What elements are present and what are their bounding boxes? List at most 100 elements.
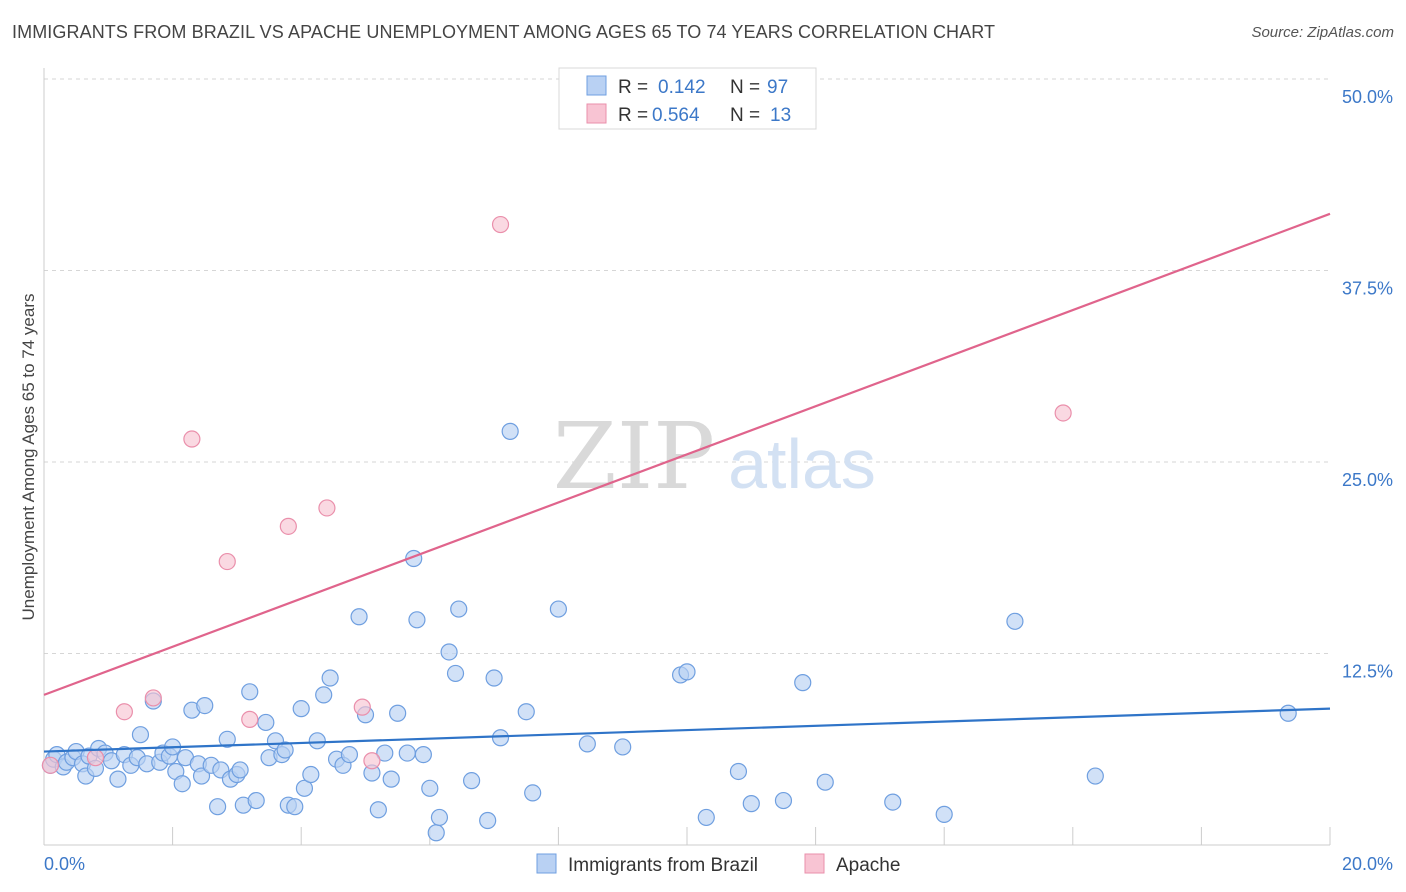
- point-brazil-46: [276, 741, 294, 759]
- y-axis-label: Unemployment Among Ages 65 to 74 years: [19, 294, 38, 621]
- point-brazil-64: [389, 704, 407, 722]
- point-apache-0: [41, 756, 60, 774]
- legend-r-value-brazil: 0.142: [658, 77, 706, 98]
- point-brazil-54: [321, 669, 339, 687]
- point-apache-5: [218, 552, 236, 571]
- point-brazil-40: [241, 683, 259, 701]
- legend-bottom-swatch-apache: [804, 853, 825, 874]
- point-brazil-94: [935, 805, 953, 823]
- point-brazil-65: [398, 744, 416, 762]
- point-brazil-14: [109, 770, 127, 788]
- legend-top: R = 0.142 N = 97 R = 0.564 N = 13: [558, 67, 817, 130]
- axes: [43, 68, 1331, 846]
- point-brazil-57: [340, 746, 359, 764]
- point-brazil-52: [308, 732, 326, 750]
- point-brazil-76: [479, 811, 497, 830]
- legend-swatch-apache: [586, 103, 607, 124]
- point-apache-6: [241, 710, 259, 728]
- point-apache-3: [144, 689, 162, 707]
- x-tick-labels: 0.0% 20.0%: [44, 854, 1393, 874]
- point-brazil-82: [549, 600, 568, 618]
- legend-n-value-apache: 13: [770, 105, 791, 126]
- grid-lines: [44, 78, 1330, 654]
- point-brazil-77: [485, 669, 503, 687]
- point-brazil-75: [462, 772, 481, 790]
- point-brazil-68: [414, 746, 432, 764]
- point-apache-12: [1054, 404, 1072, 422]
- trend-lines: [43, 212, 1331, 753]
- point-brazil-62: [376, 744, 394, 762]
- point-brazil-33: [209, 798, 227, 816]
- legend-n-label-brazil: N =: [730, 77, 760, 98]
- point-apache-7: [279, 517, 297, 535]
- point-brazil-51: [302, 765, 320, 784]
- point-brazil-30: [192, 767, 211, 785]
- trend-line-apache: [43, 212, 1331, 696]
- point-brazil-81: [524, 784, 542, 802]
- point-brazil-73: [446, 664, 465, 683]
- point-brazil-97: [1279, 704, 1297, 722]
- point-brazil-80: [517, 703, 535, 721]
- y-tick-label-2: 37.5%: [1342, 279, 1393, 299]
- legend-n-value-brazil: 97: [767, 77, 788, 98]
- point-brazil-86: [678, 663, 696, 681]
- point-brazil-88: [729, 762, 748, 781]
- point-brazil-95: [1006, 612, 1024, 630]
- y-tick-label-0: 12.5%: [1342, 662, 1393, 682]
- point-brazil-87: [697, 808, 715, 827]
- point-brazil-26: [173, 775, 191, 793]
- y-tick-label-3: 50.0%: [1342, 87, 1393, 107]
- point-brazil-63: [382, 770, 400, 788]
- point-apache-4: [183, 430, 201, 448]
- legend-bottom-swatch-brazil: [536, 853, 557, 874]
- point-brazil-91: [794, 674, 812, 692]
- point-brazil-49: [292, 700, 310, 718]
- point-brazil-78: [491, 729, 510, 747]
- point-apache-8: [318, 499, 336, 517]
- point-brazil-74: [450, 600, 468, 618]
- trend-line-brazil: [43, 707, 1331, 753]
- watermark-zip: ZIP: [553, 403, 715, 510]
- watermark: ZIP atlas: [553, 403, 876, 510]
- point-brazil-70: [427, 824, 445, 842]
- point-brazil-53: [315, 686, 333, 704]
- point-brazil-48: [286, 798, 304, 816]
- series-apache-points: [41, 215, 1072, 774]
- legend-swatch-brazil: [586, 75, 607, 96]
- point-brazil-31: [196, 696, 214, 715]
- point-brazil-41: [247, 791, 265, 810]
- legend-r-label-brazil: R =: [618, 77, 648, 98]
- point-brazil-18: [131, 726, 150, 744]
- point-brazil-50: [295, 779, 314, 797]
- point-brazil-89: [742, 795, 760, 813]
- point-brazil-69: [421, 779, 439, 797]
- point-apache-9: [353, 698, 371, 716]
- y-tick-label-1: 25.0%: [1342, 470, 1393, 490]
- watermark-atlas: atlas: [728, 425, 876, 503]
- point-brazil-61: [369, 801, 387, 819]
- legend-n-label-apache: N =: [730, 105, 760, 126]
- point-brazil-92: [816, 773, 834, 791]
- point-apache-2: [115, 703, 133, 721]
- legend-bottom-label-brazil: Immigrants from Brazil: [568, 855, 758, 876]
- legend-bottom: Immigrants from Brazil Apache: [536, 853, 900, 876]
- point-brazil-58: [350, 608, 368, 626]
- point-brazil-79: [501, 422, 519, 440]
- x-tick-label-1: 20.0%: [1342, 854, 1393, 874]
- source-label: Source: ZipAtlas.com: [1251, 24, 1394, 41]
- chart-title: IMMIGRANTS FROM BRAZIL VS APACHE UNEMPLO…: [12, 22, 996, 42]
- y-tick-labels: 12.5% 25.0% 37.5% 50.0%: [1342, 87, 1393, 682]
- legend-r-value-apache: 0.564: [652, 105, 700, 126]
- point-brazil-72: [440, 643, 458, 661]
- point-brazil-42: [257, 713, 275, 732]
- point-brazil-38: [231, 761, 249, 779]
- point-brazil-35: [218, 730, 236, 748]
- point-apache-11: [491, 215, 510, 234]
- x-tick-label-0: 0.0%: [44, 854, 85, 874]
- point-brazil-96: [1086, 767, 1104, 785]
- point-brazil-93: [884, 793, 902, 811]
- point-brazil-83: [578, 735, 596, 753]
- point-apache-10: [363, 752, 381, 770]
- legend-bottom-label-apache: Apache: [836, 855, 900, 876]
